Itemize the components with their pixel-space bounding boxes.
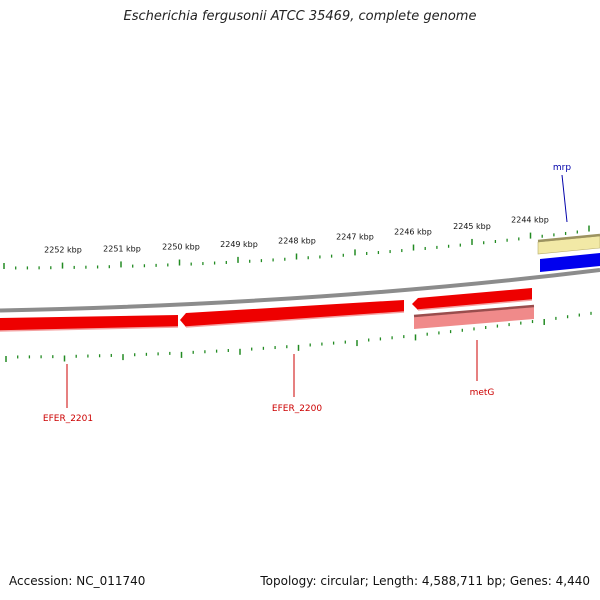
kbp-label-track: 2252 kbp 2251 kbp 2250 kbp 2249 kbp 2248 kbp… (44, 216, 549, 255)
reverse-strand-features (0, 288, 535, 332)
gene-label: metG (470, 388, 495, 398)
efer-2200-cds-shadow (185, 311, 405, 328)
kbp-tick-label: 2252 kbp (44, 246, 82, 255)
gene-label-track: mrp EFER_2201 EFER_2200 metG (43, 163, 571, 424)
genome-backbone (0, 268, 600, 313)
efer-2201-cds-arrow (0, 315, 178, 331)
kbp-tick-label: 2244 kbp (511, 216, 549, 225)
forward-strand-features (537, 233, 600, 272)
kbp-tick-label: 2246 kbp (394, 228, 432, 237)
metg-gene-edge (413, 304, 535, 318)
inner-tick-track (5, 311, 592, 362)
metg-cds-shadow (417, 299, 533, 311)
kbp-tick-label: 2250 kbp (162, 242, 200, 251)
gene-label: EFER_2201 (43, 414, 93, 424)
outer-tick-track (3, 225, 590, 270)
gene-label: EFER_2200 (272, 404, 322, 414)
mrp-gene-edge (537, 233, 600, 243)
gene-label: mrp (553, 163, 571, 173)
gene-label-leader (561, 174, 568, 223)
genome-title: Escherichia fergusonii ATCC 35469, compl… (123, 9, 477, 24)
metg-gene-block (414, 307, 534, 329)
kbp-tick-label: 2247 kbp (336, 232, 374, 241)
metg-cds-arrow (412, 288, 532, 310)
mrp-cds-block (540, 253, 600, 272)
efer-2200-cds-arrow (180, 300, 404, 327)
kbp-tick-label: 2245 kbp (453, 222, 491, 231)
genome-summary: Topology: circular; Length: 4,588,711 bp… (260, 574, 590, 588)
accession-label: Accession: NC_011740 (9, 574, 146, 588)
kbp-tick-label: 2251 kbp (103, 244, 141, 253)
kbp-tick-label: 2249 kbp (220, 240, 258, 249)
kbp-tick-label: 2248 kbp (278, 236, 316, 245)
efer-2201-cds-shadow (0, 326, 179, 332)
